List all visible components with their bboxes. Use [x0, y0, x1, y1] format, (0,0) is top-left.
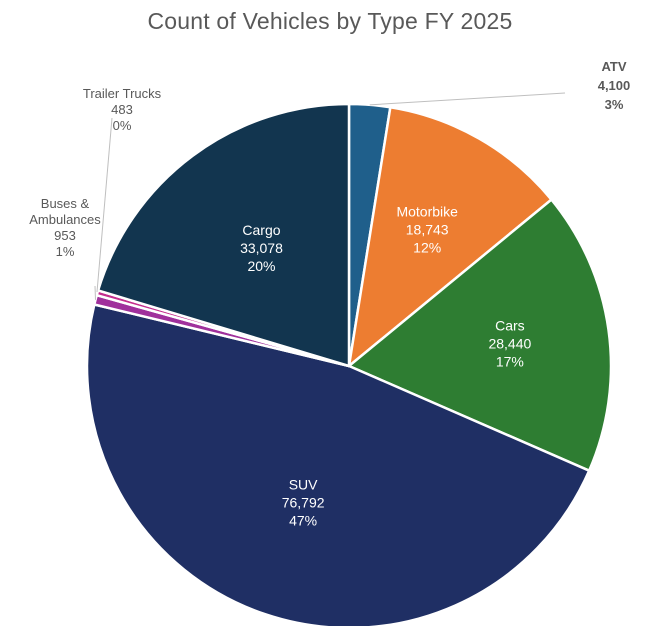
pie-slice-cars: [347, 198, 613, 472]
chart-title: Count of Vehicles by Type FY 2025: [147, 8, 513, 34]
data-label-cargo: Cargo 33,078 20%: [240, 222, 283, 274]
data-label-suv: SUV 76,792 47%: [282, 477, 325, 529]
data-label-atv: ATV 4,100 3%: [598, 59, 631, 112]
pie-slice-suv: [85, 303, 591, 626]
leader-line-atv: [369, 92, 566, 106]
leader-line-trailer-trucks: [96, 117, 113, 293]
pie-slice-motorbike: [347, 106, 553, 368]
data-label-trailer-trucks: Trailer Trucks 483 0%: [83, 86, 162, 133]
data-label-buses-and-ambulances: Buses & Ambulances 953 1%: [29, 196, 101, 259]
data-label-motorbike: Motorbike 18,743 12%: [396, 204, 458, 256]
pie-slice-cargo: [96, 102, 351, 368]
leader-line-buses-and-ambulances: [94, 285, 97, 300]
data-label-cars: Cars 28,440 17%: [488, 318, 531, 370]
